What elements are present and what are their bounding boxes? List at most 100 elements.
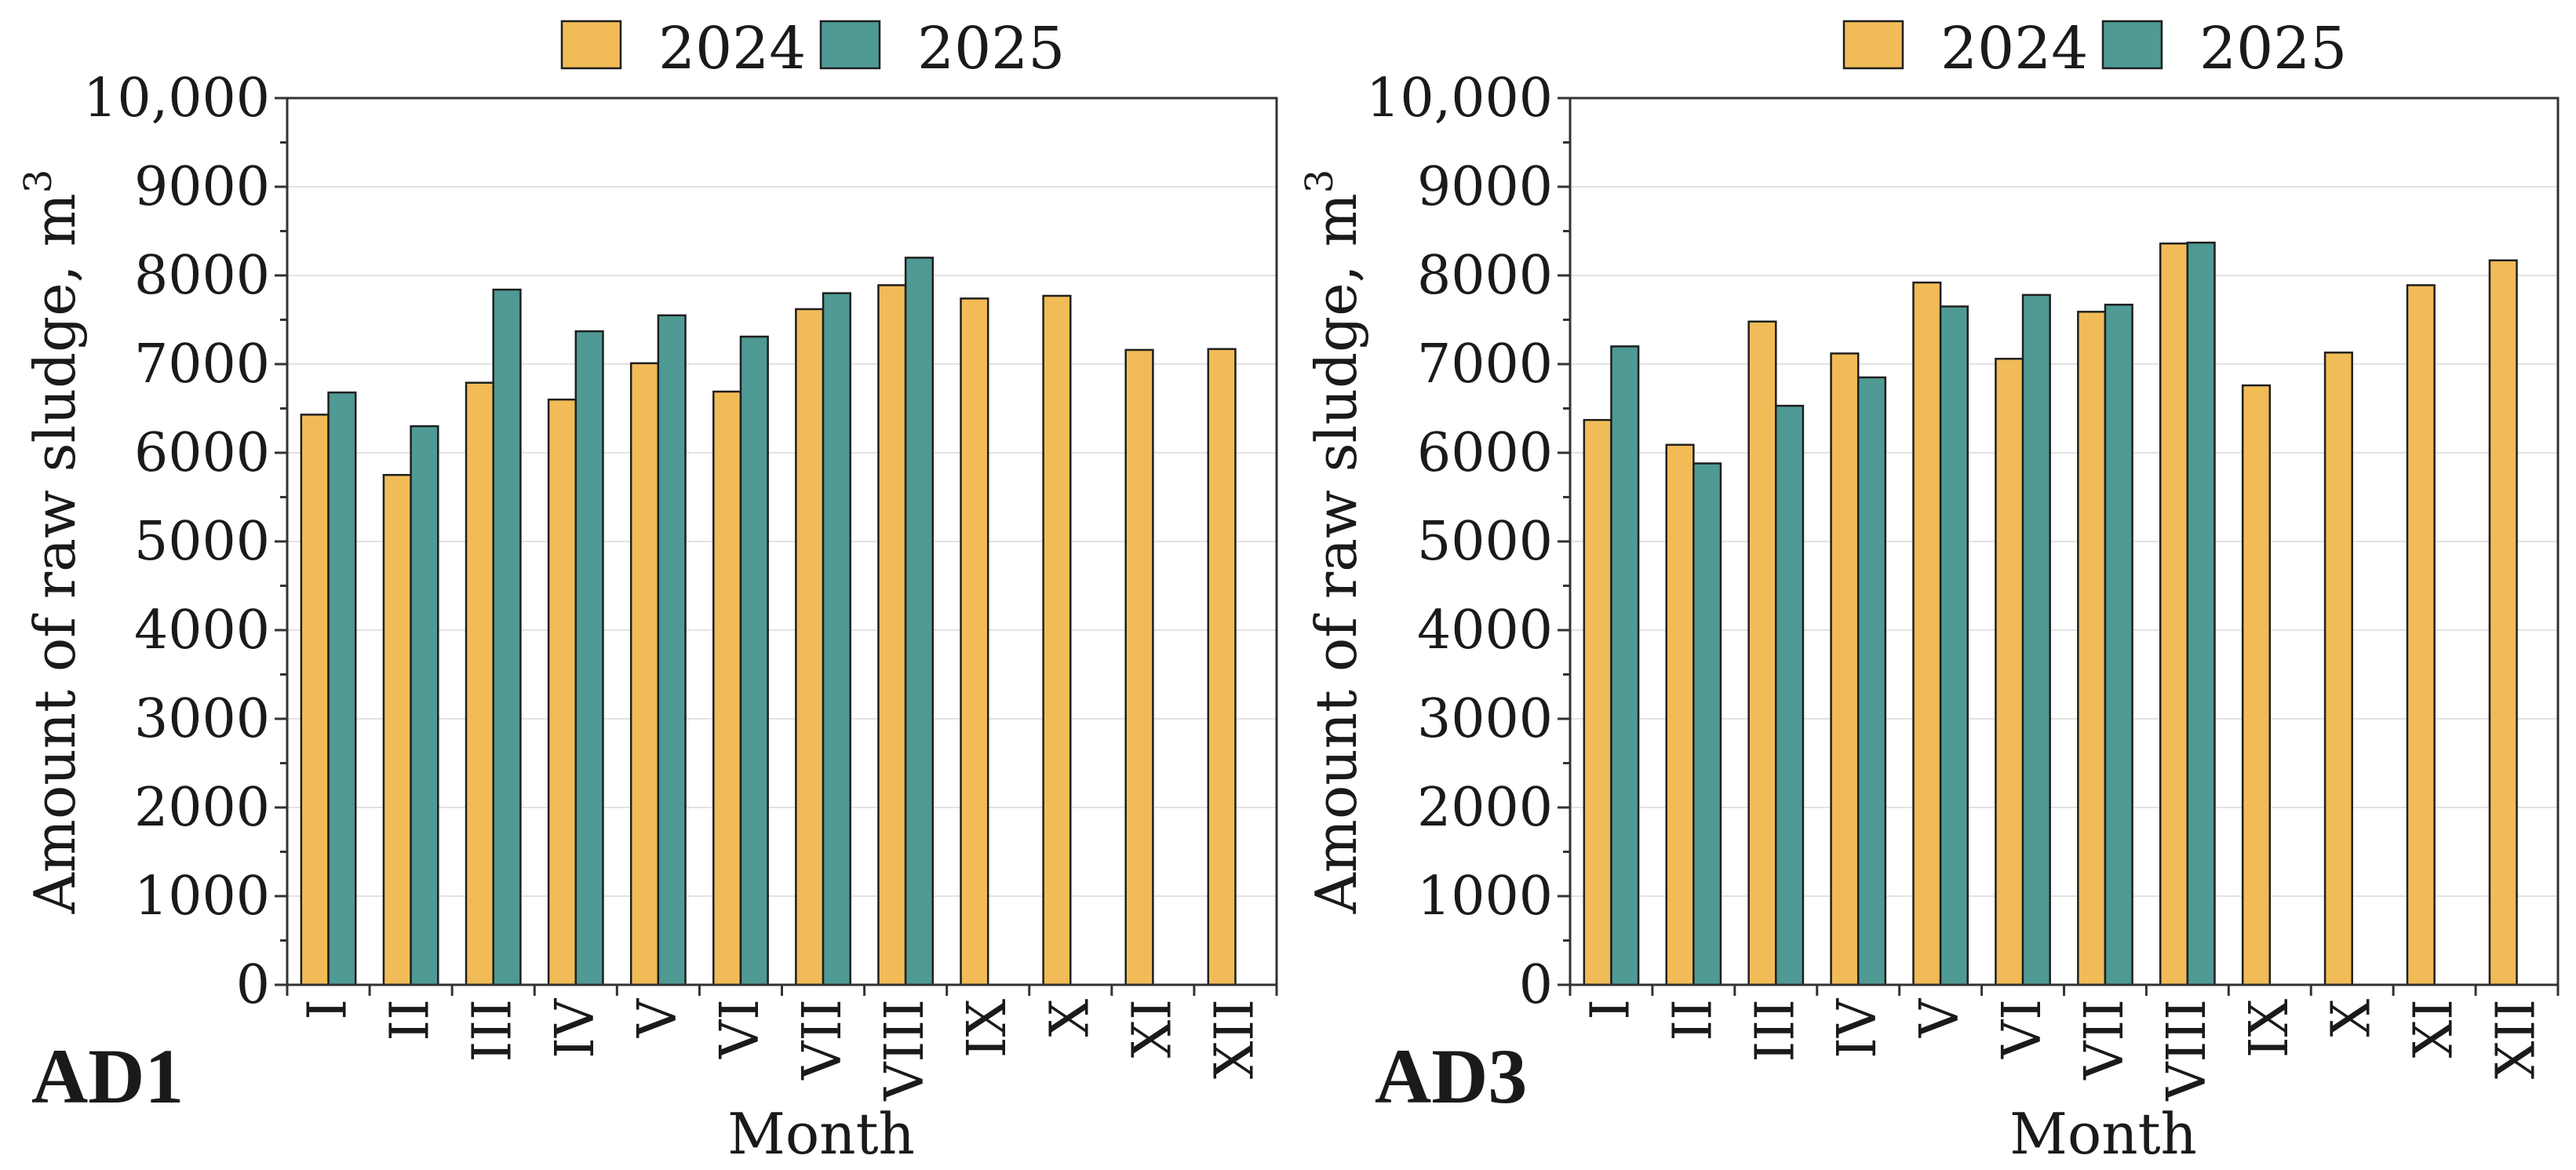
bar-2025-II bbox=[410, 425, 439, 986]
y-tick-label: 7000 bbox=[1417, 334, 1553, 395]
x-tick-label-X: X bbox=[2321, 998, 2383, 1037]
bar-2025-VII bbox=[822, 292, 851, 986]
panel-label: AD1 bbox=[31, 1033, 184, 1120]
bar-2024-XI bbox=[1124, 348, 1154, 986]
bar-2025-I bbox=[327, 391, 357, 986]
x-axis-title: Month bbox=[727, 1101, 915, 1167]
y-tick-label: 9000 bbox=[1417, 156, 1553, 218]
legend-label-2024: 2024 bbox=[1940, 15, 2088, 82]
x-tick-label-VII: VII bbox=[792, 999, 854, 1081]
legend-swatch-2025 bbox=[819, 20, 881, 70]
bar-2025-VII bbox=[2104, 304, 2133, 986]
x-tick-label-V: V bbox=[1909, 997, 1971, 1038]
y-tick-label: 5000 bbox=[134, 511, 270, 573]
legend-swatch-2025 bbox=[2101, 20, 2163, 70]
x-tick-label-I: I bbox=[1579, 999, 1641, 1020]
bar-2024-X bbox=[1042, 294, 1072, 986]
bar-2024-IX bbox=[960, 297, 989, 986]
x-tick-label-I: I bbox=[297, 999, 359, 1020]
x-tick-label-VI: VI bbox=[1991, 999, 2053, 1059]
x-tick-label-V: V bbox=[627, 997, 689, 1038]
bar-2024-X bbox=[2323, 352, 2353, 986]
legend: 2024 2025 bbox=[1842, 15, 2347, 82]
y-tick-label: 4000 bbox=[1417, 600, 1553, 662]
y-axis-title-superscript: 3 bbox=[16, 169, 60, 194]
y-tick-label: 9000 bbox=[134, 156, 270, 218]
y-tick-label: 5000 bbox=[1417, 511, 1553, 573]
bar-2025-VI bbox=[2021, 293, 2051, 986]
x-tick-label-XII: XII bbox=[1204, 999, 1266, 1079]
y-tick-label: 8000 bbox=[1417, 245, 1553, 307]
y-tick-label: 10,000 bbox=[1366, 67, 1553, 129]
legend-label-2025: 2025 bbox=[917, 15, 1065, 82]
bar-2024-VI bbox=[1995, 357, 2024, 986]
x-tick-label-XI: XI bbox=[1121, 999, 1183, 1058]
chart-panel-1: 0 1000 2000 3000 4000 5000 6000 7000 8000 9000 10,… bbox=[16, 15, 1278, 1167]
bar-2024-VIII bbox=[877, 284, 907, 986]
y-axis-title: Amount of raw sludge, m3 bbox=[1298, 169, 1369, 915]
bar-2024-II bbox=[1665, 443, 1695, 986]
bar-2024-V bbox=[1912, 281, 1942, 986]
x-tick-label-IX: IX bbox=[2239, 998, 2301, 1058]
bar-2024-I bbox=[1583, 418, 1612, 986]
x-tick-label-VIII: VIII bbox=[2156, 999, 2218, 1102]
legend-swatch-2024 bbox=[560, 20, 622, 70]
y-tick-label: 6000 bbox=[134, 422, 270, 484]
bar-2025-VIII bbox=[904, 257, 935, 986]
bar-2025-V bbox=[657, 314, 687, 986]
legend: 2024 2025 bbox=[560, 15, 1065, 82]
y-tick-label: 3000 bbox=[134, 688, 270, 750]
bar-2024-IV bbox=[547, 398, 578, 986]
x-tick-label-XI: XI bbox=[2403, 999, 2465, 1058]
legend-label-2025: 2025 bbox=[2199, 15, 2347, 82]
bar-2024-IX bbox=[2241, 384, 2272, 986]
y-tick-label: 1000 bbox=[134, 866, 270, 928]
y-tick-label: 2000 bbox=[134, 777, 270, 839]
bar-2024-VII bbox=[2077, 311, 2107, 986]
bar-2024-VIII bbox=[2159, 242, 2189, 986]
x-tick-label-VIII: VIII bbox=[874, 999, 936, 1102]
y-axis-title-superscript: 3 bbox=[1298, 169, 1342, 194]
y-tick-label: 2000 bbox=[1417, 777, 1553, 839]
y-axis-title: Amount of raw sludge, m3 bbox=[16, 169, 88, 915]
x-tick-label-IV: IV bbox=[545, 997, 607, 1059]
bar-2024-III bbox=[1747, 320, 1777, 986]
y-axis-title-text: Amount of raw sludge, m bbox=[22, 193, 88, 914]
legend-label-2024: 2024 bbox=[658, 15, 806, 82]
bar-2024-XII bbox=[1207, 348, 1237, 986]
y-tick-label: 1000 bbox=[1417, 866, 1553, 928]
x-tick-label-VII: VII bbox=[2074, 999, 2136, 1081]
x-tick-label-VI: VI bbox=[709, 999, 771, 1059]
y-tick-label: 0 bbox=[1519, 954, 1553, 1016]
bar-2025-IV bbox=[1856, 376, 1887, 986]
bar-2025-I bbox=[1610, 345, 1640, 986]
x-tick-label-II: II bbox=[1662, 999, 1724, 1041]
y-tick-label: 7000 bbox=[134, 334, 270, 395]
bar-2025-VIII bbox=[2186, 241, 2216, 986]
bar-2024-II bbox=[382, 474, 412, 986]
bar-2024-XI bbox=[2406, 284, 2436, 986]
y-tick-label: 4000 bbox=[134, 600, 270, 662]
bar-2024-IV bbox=[1830, 352, 1860, 986]
y-tick-label: 10,000 bbox=[83, 67, 270, 129]
x-tick-label-II: II bbox=[380, 999, 442, 1041]
legend-swatch-2024 bbox=[1842, 20, 1904, 70]
chart-panel-2: 0 1000 2000 3000 4000 5000 6000 7000 8000 9000 10,… bbox=[1298, 15, 2560, 1167]
bar-2024-XII bbox=[2488, 259, 2518, 986]
bar-2025-V bbox=[1939, 305, 1969, 986]
x-tick-label-X: X bbox=[1039, 998, 1101, 1037]
x-tick-label-III: III bbox=[462, 999, 524, 1062]
x-tick-label-III: III bbox=[1744, 999, 1806, 1062]
y-axis-title-text: Amount of raw sludge, m bbox=[1303, 193, 1369, 914]
x-tick-label-IV: IV bbox=[1827, 997, 1889, 1059]
bar-2025-VI bbox=[739, 335, 769, 986]
panel-label: AD3 bbox=[1375, 1033, 1527, 1120]
x-tick-label-XII: XII bbox=[2486, 999, 2548, 1079]
bar-2024-VI bbox=[712, 390, 742, 986]
bar-2024-I bbox=[300, 414, 330, 986]
y-tick-label: 0 bbox=[236, 954, 270, 1016]
bar-2025-III bbox=[1775, 404, 1805, 986]
y-tick-label: 3000 bbox=[1417, 688, 1553, 750]
bar-2024-V bbox=[629, 362, 660, 986]
